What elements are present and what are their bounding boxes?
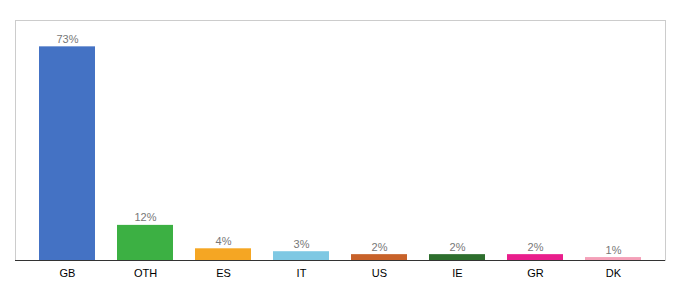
svg-text:IT: IT	[297, 267, 307, 279]
svg-text:1%: 1%	[606, 244, 622, 256]
svg-text:2%: 2%	[450, 241, 466, 253]
svg-text:73%: 73%	[56, 33, 78, 45]
svg-text:IE: IE	[452, 267, 462, 279]
svg-text:GB: GB	[60, 267, 76, 279]
svg-text:2%: 2%	[528, 241, 544, 253]
svg-text:12%: 12%	[134, 211, 156, 223]
svg-text:GR: GR	[527, 267, 544, 279]
svg-text:ES: ES	[216, 267, 231, 279]
svg-text:OTH: OTH	[134, 267, 157, 279]
svg-text:4%: 4%	[216, 235, 232, 247]
svg-text:2%: 2%	[372, 241, 388, 253]
svg-text:US: US	[372, 267, 387, 279]
svg-text:3%: 3%	[294, 238, 310, 250]
svg-text:DK: DK	[606, 267, 622, 279]
